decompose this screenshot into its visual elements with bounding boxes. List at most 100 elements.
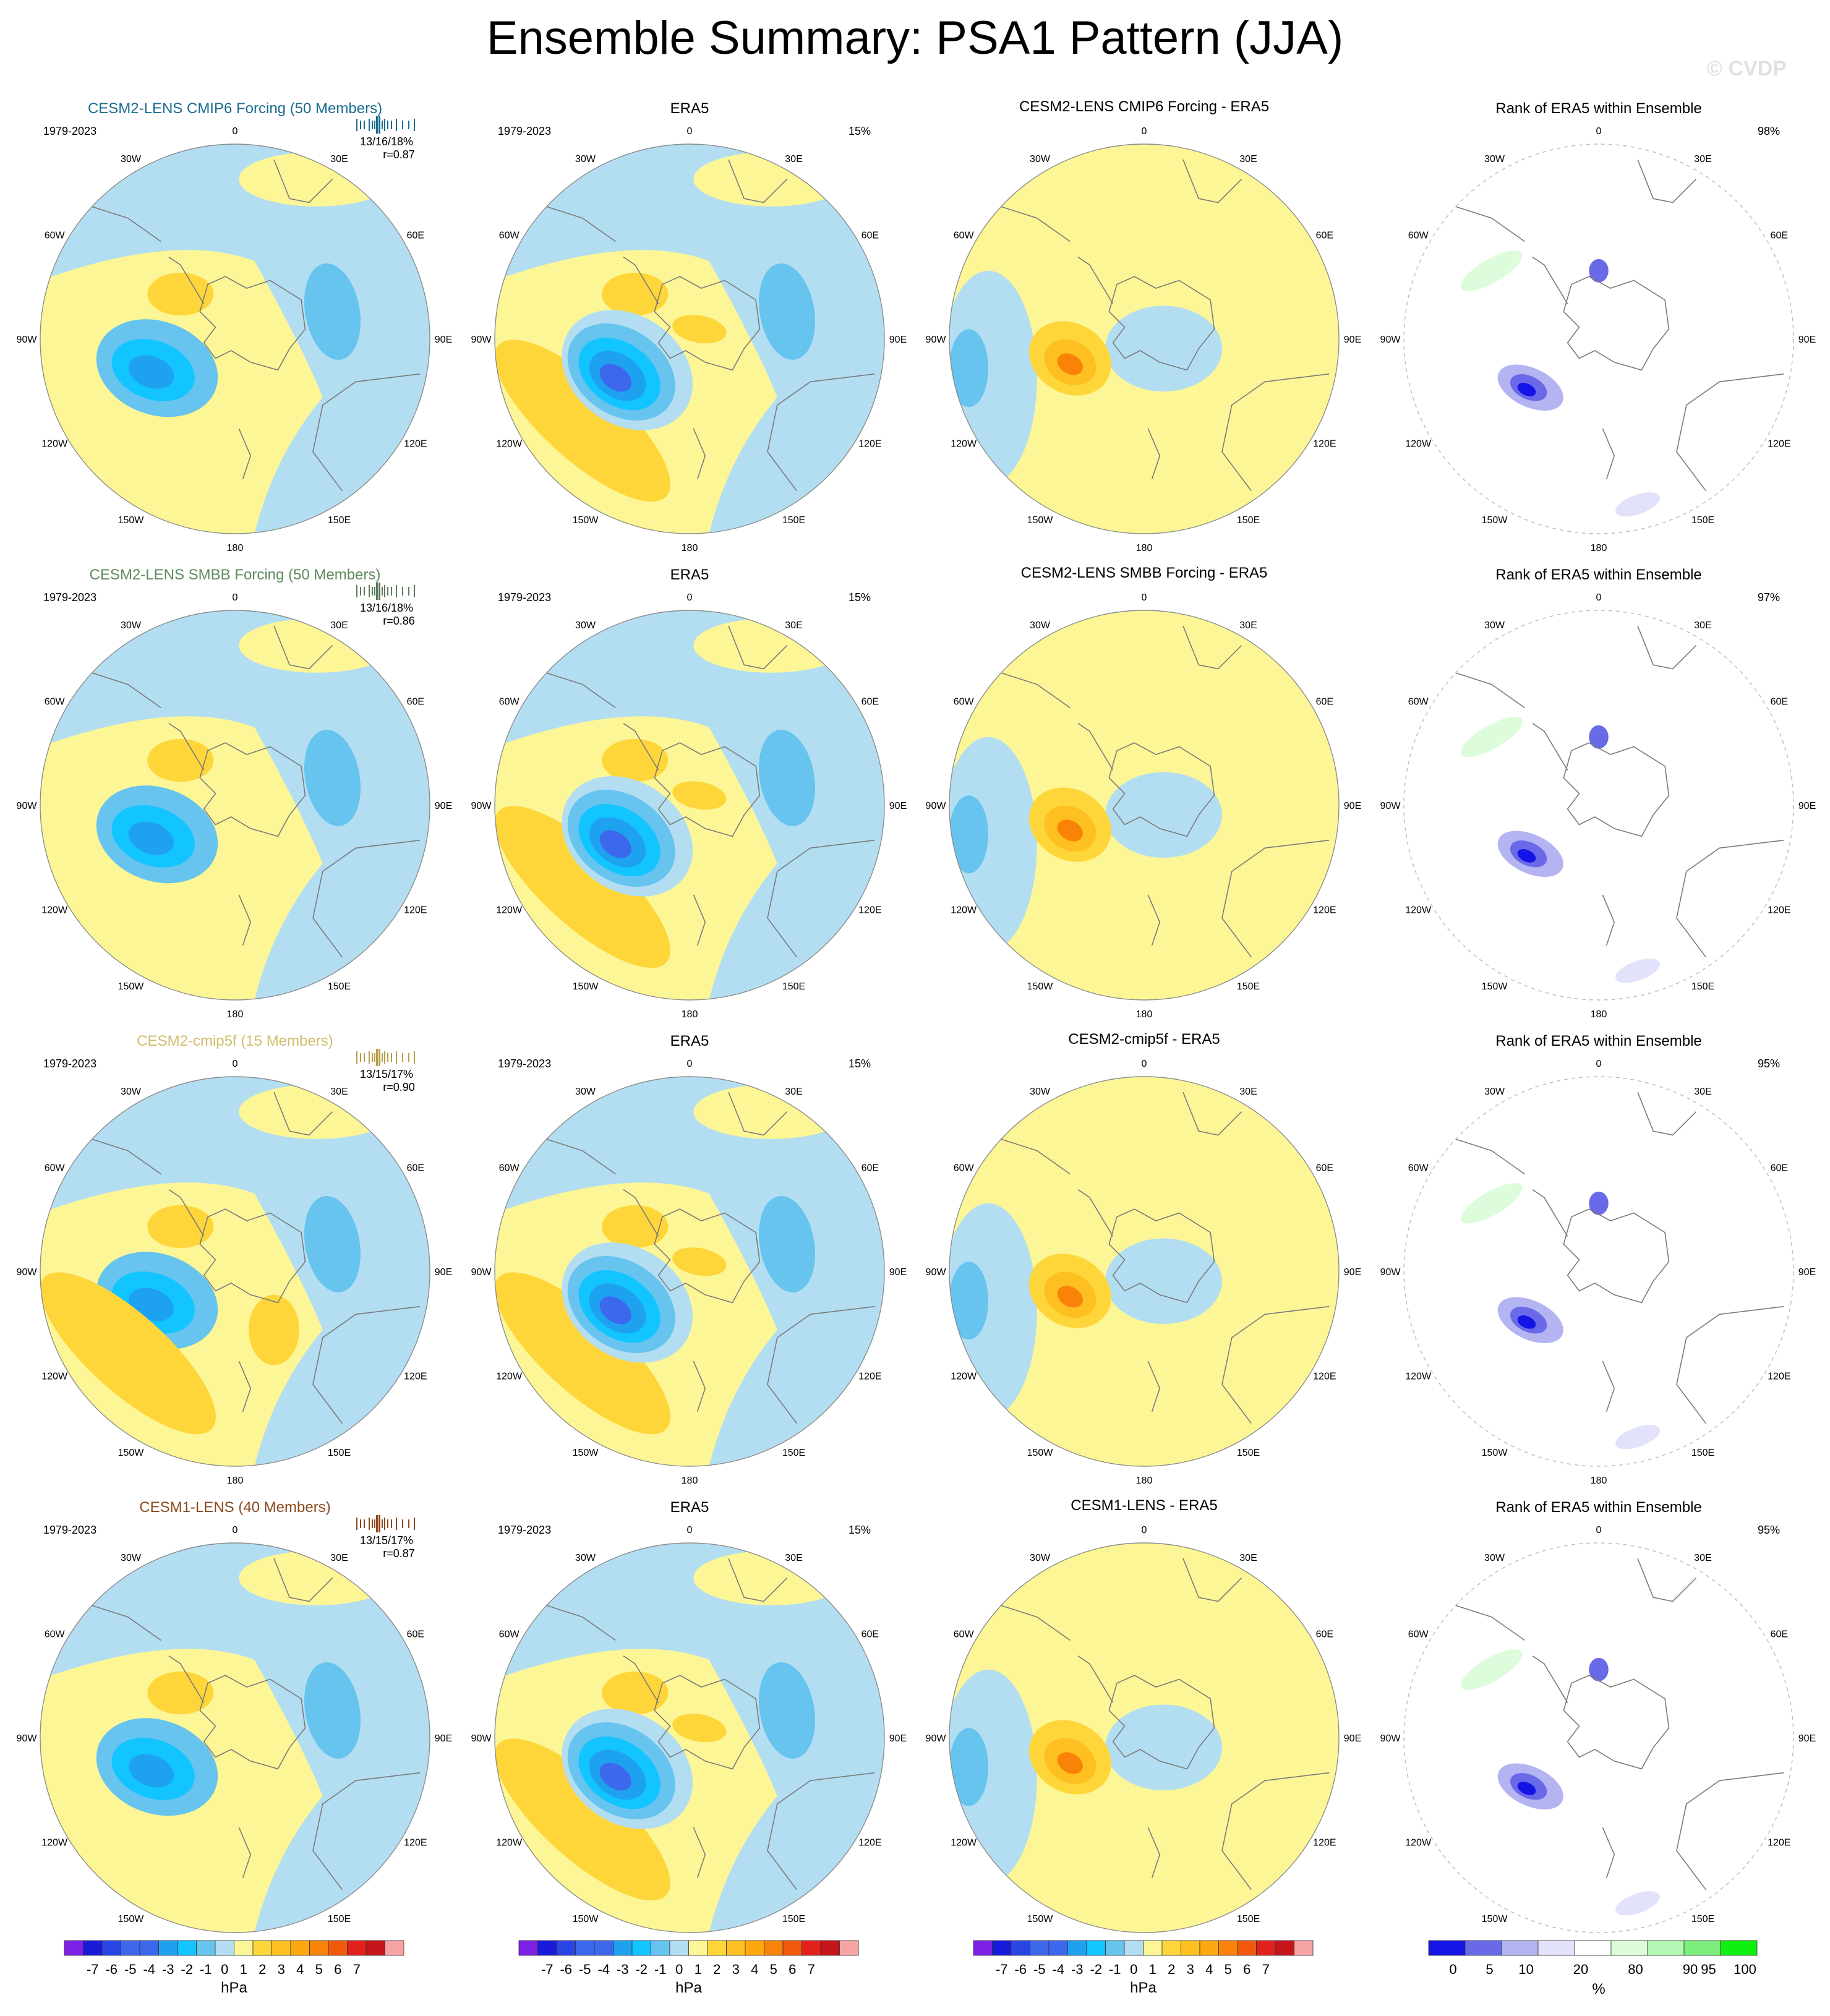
rank-percent: 95%	[1758, 1057, 1780, 1070]
high-anomaly	[1057, 353, 1083, 375]
colorbar-unit: hPa	[221, 1980, 247, 1996]
colorbar-box	[83, 1940, 103, 1956]
map-boundary	[1403, 1542, 1794, 1933]
lon-label: 150E	[1691, 515, 1714, 526]
lon-label: 30E	[1239, 1087, 1257, 1097]
colorbar-tick-label: 0	[1449, 1962, 1456, 1977]
lon-label: 60W	[1408, 1629, 1429, 1640]
colorbar-box	[537, 1940, 557, 1956]
high-anomaly	[40, 1272, 216, 1435]
lon-label: 120W	[41, 1838, 68, 1848]
diff-panel: 0 30E 60E 90E 120E 150E 180 150W 120W 90W 60W 30W	[926, 592, 1362, 1020]
colorbar-tick-label: 2	[1168, 1962, 1175, 1977]
positive-region	[693, 152, 850, 207]
peninsula-coastline	[168, 257, 205, 304]
australia-coastline	[767, 373, 875, 492]
rank-patch	[1589, 1657, 1609, 1681]
colorbar-tick-label: -5	[1033, 1962, 1046, 1977]
colorbar-tick-label: -6	[1014, 1962, 1027, 1977]
lon-label: 150W	[1027, 1448, 1054, 1458]
lon-label: 60E	[862, 697, 879, 707]
rank-patch	[1517, 1315, 1536, 1329]
africa-coastline	[1637, 1091, 1697, 1136]
field-background	[1404, 610, 1794, 1000]
colorbar-box	[1720, 1940, 1758, 1956]
lon-label: 150W	[1027, 1914, 1054, 1924]
australia-coastline	[767, 1305, 875, 1424]
lon-label: 30E	[1239, 1553, 1257, 1563]
colorbar-box	[1218, 1940, 1238, 1956]
antarctica-coastline	[654, 1208, 761, 1304]
lon-label: 120E	[1768, 1838, 1790, 1848]
lon-label: 90E	[435, 335, 452, 345]
high-anomaly	[147, 272, 214, 316]
new-zealand-coastline	[1147, 428, 1161, 480]
lon-label: 0	[233, 1525, 238, 1535]
colorbar-box	[196, 1940, 216, 1956]
colorbar-tick-label: -7	[87, 1962, 99, 1977]
rank-patch	[1615, 492, 1660, 517]
low-anomaly	[949, 1728, 988, 1806]
lon-label: 90E	[1344, 1733, 1361, 1744]
colorbar-tick-label: 2	[259, 1962, 266, 1977]
lon-label: 90W	[926, 335, 947, 345]
lon-label: 30W	[1484, 154, 1505, 164]
rank-patch	[1517, 1782, 1536, 1795]
high-anomaly	[495, 1738, 670, 1901]
lon-label: 60E	[407, 697, 424, 707]
lon-label: 180	[682, 1009, 698, 1020]
colorbar-box	[158, 1940, 178, 1956]
africa-coastline	[1182, 625, 1242, 670]
lon-label: 90E	[1798, 801, 1816, 811]
colorbar-tick-label: 4	[296, 1962, 304, 1977]
colorbar-tick-label: 5	[315, 1962, 323, 1977]
new-zealand-coastline	[693, 428, 706, 480]
colorbar-box	[1199, 1940, 1219, 1956]
colorbar-tick-label: 6	[789, 1962, 796, 1977]
lon-label: 60W	[45, 1629, 66, 1640]
lon-label: 150W	[118, 515, 145, 526]
lon-label: 90W	[17, 335, 38, 345]
colorbar-tick-label: 10	[1518, 1962, 1533, 1977]
colorbar-box	[309, 1940, 329, 1956]
map-boundary	[40, 143, 430, 534]
africa-coastline	[1637, 625, 1697, 670]
rank-patch	[1460, 1183, 1523, 1224]
lon-label: 30W	[575, 1087, 596, 1097]
lon-label: 120E	[1313, 905, 1336, 916]
rank-panel: 0 30E 60E 90E 120E 150E 180 150W 120W 90W 60W 30W	[1380, 126, 1816, 553]
rank-panel: 0 30E 60E 90E 120E 150E 180 150W 120W 90W 60W 30W	[1380, 1059, 1816, 1486]
lon-label: 120E	[404, 439, 427, 450]
africa-coastline	[728, 1091, 788, 1136]
period-label: 1979-2023	[43, 125, 96, 137]
lon-label: 0	[1596, 126, 1602, 137]
lon-label: 150E	[328, 515, 351, 526]
lon-label: 60E	[862, 231, 879, 241]
colorbar-tick-label: 6	[334, 1962, 341, 1977]
pattern-stats: 13/16/18%	[360, 602, 413, 614]
colorbar-box	[1105, 1940, 1125, 1956]
colorbar-tick-label: -4	[143, 1962, 155, 1977]
rank-percent: 97%	[1758, 591, 1780, 604]
lon-label: 30E	[330, 1087, 348, 1097]
period-label: 1979-2023	[498, 1057, 551, 1070]
new-zealand-coastline	[693, 1360, 706, 1412]
colorbar-tick-label: 4	[1205, 1962, 1213, 1977]
colorbar-box	[992, 1940, 1012, 1956]
lon-label: 150E	[328, 1914, 351, 1924]
antarctica-coastline	[199, 1208, 306, 1304]
colorbar-box	[1275, 1940, 1294, 1956]
high-anomaly	[602, 272, 669, 316]
obs-panel-title: ERA5	[670, 566, 709, 583]
peninsula-coastline	[1077, 1189, 1114, 1237]
australia-coastline	[767, 1772, 875, 1890]
colorbar-tick-label: -3	[1071, 1962, 1084, 1977]
australia-coastline	[312, 1772, 421, 1890]
colorbar-box	[177, 1940, 197, 1956]
lon-label: 120W	[496, 1838, 523, 1848]
colorbar-tick-label: -7	[541, 1962, 554, 1977]
lon-label: 180	[227, 543, 244, 553]
lon-label: 60E	[1316, 1629, 1333, 1640]
colorbar-tick-label: -2	[1090, 1962, 1102, 1977]
lon-label: 120E	[1768, 439, 1790, 450]
